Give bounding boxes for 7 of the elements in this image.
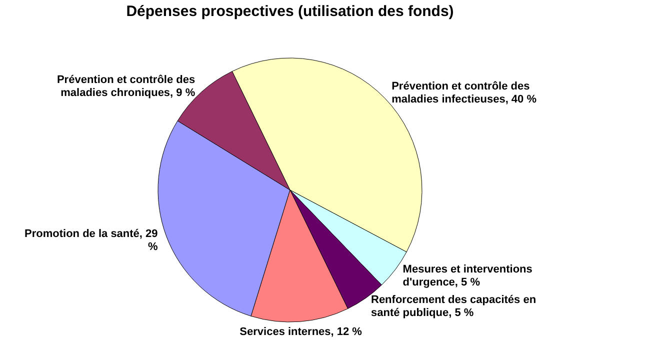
slice-label: Renforcement des capacités en santé publique, 5 % [371,294,536,320]
slice-label: Services internes, 12 % [240,326,362,338]
slice-label: Mesures et interventions d'urgence, 5 % [402,264,532,288]
chart-title: Dépenses prospectives (utilisation des fonds) [126,3,454,20]
slice-label: Prévention et contrôle des maladies chroniques, 9 % [56,74,196,99]
slice-label: Promotion de la santé, 29 % [24,228,158,254]
slice-label: Prévention et contrôle des maladies infectieuses, 40 % [392,80,537,106]
